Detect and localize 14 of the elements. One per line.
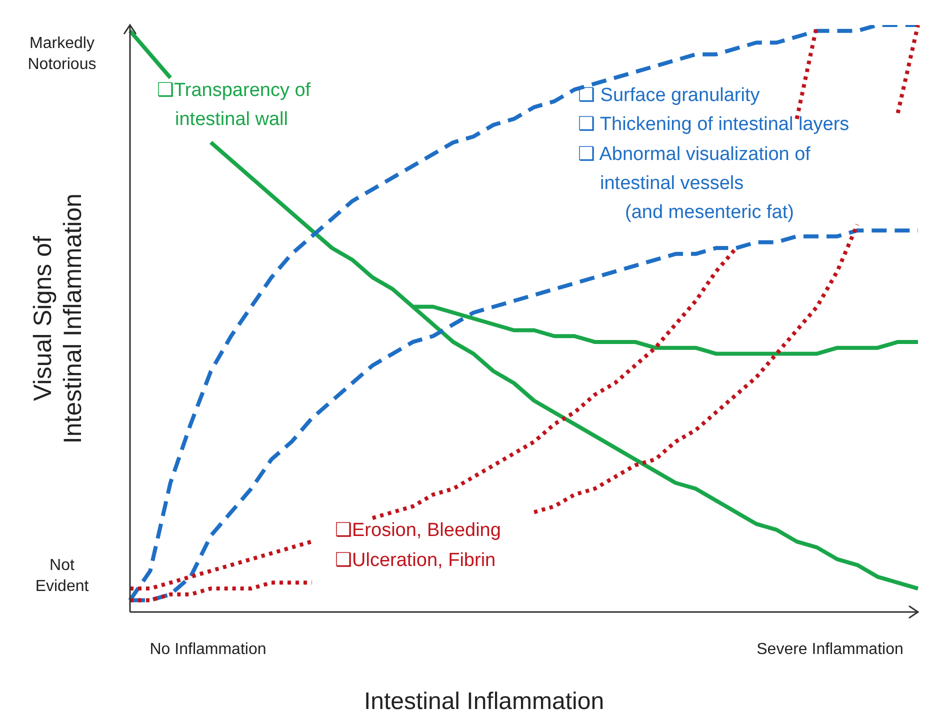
text: Not Evident — [35, 557, 90, 596]
annotation: ❑ Thickening of intestinal layers — [578, 114, 850, 135]
x-axis-title: Intestinal Inflammation — [364, 688, 604, 715]
annotation: ❑Ulceration, Fibrin — [335, 550, 496, 571]
annotation: intestinal vessels — [600, 172, 744, 194]
y-axis-title: Visual Signs of Intestinal Inflammation — [29, 193, 87, 444]
annotation: (and mesenteric fat) — [625, 202, 794, 223]
annotation: ❑Erosion, Bleeding — [335, 520, 501, 541]
text: Severe Inflammation — [756, 641, 904, 658]
annotation: ❑ Abnormal visualization of — [578, 144, 812, 165]
text: No Inflammation — [150, 641, 266, 658]
text: Markedly Notorious — [28, 35, 96, 74]
annotation: ❑Transparency of — [157, 80, 312, 101]
annotation: intestinal wall — [175, 108, 288, 130]
